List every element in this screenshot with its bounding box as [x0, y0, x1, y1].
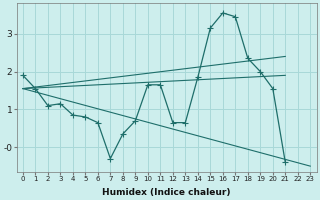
- X-axis label: Humidex (Indice chaleur): Humidex (Indice chaleur): [102, 188, 231, 197]
